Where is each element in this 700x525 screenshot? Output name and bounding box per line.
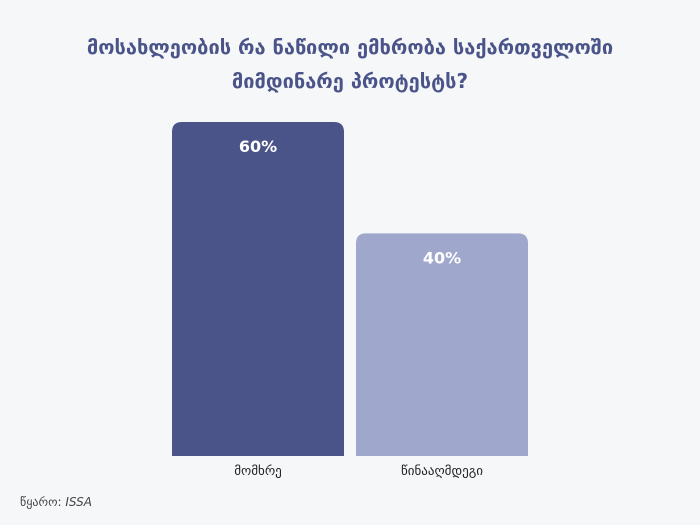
category-label-1: მომხრე <box>234 464 282 479</box>
source-note: წყარო: ISSA <box>20 495 92 509</box>
bar-value-label-1: 60% <box>239 137 277 156</box>
bar-1 <box>172 122 344 456</box>
category-label-2: წინააღმდეგი <box>401 464 483 479</box>
bar-value-label-2: 40% <box>423 248 461 267</box>
bar-2 <box>356 233 528 456</box>
source-name: ISSA <box>65 495 92 509</box>
chart-title: მოსახლეობის რა ნაწილი ემხრობა საქართველო… <box>0 30 700 98</box>
source-label: წყარო: <box>20 495 62 509</box>
chart-title-line-1: მოსახლეობის რა ნაწილი ემხრობა საქართველო… <box>86 35 614 59</box>
chart-title-line-2: მიმდინარე პროტესტს? <box>231 69 469 93</box>
